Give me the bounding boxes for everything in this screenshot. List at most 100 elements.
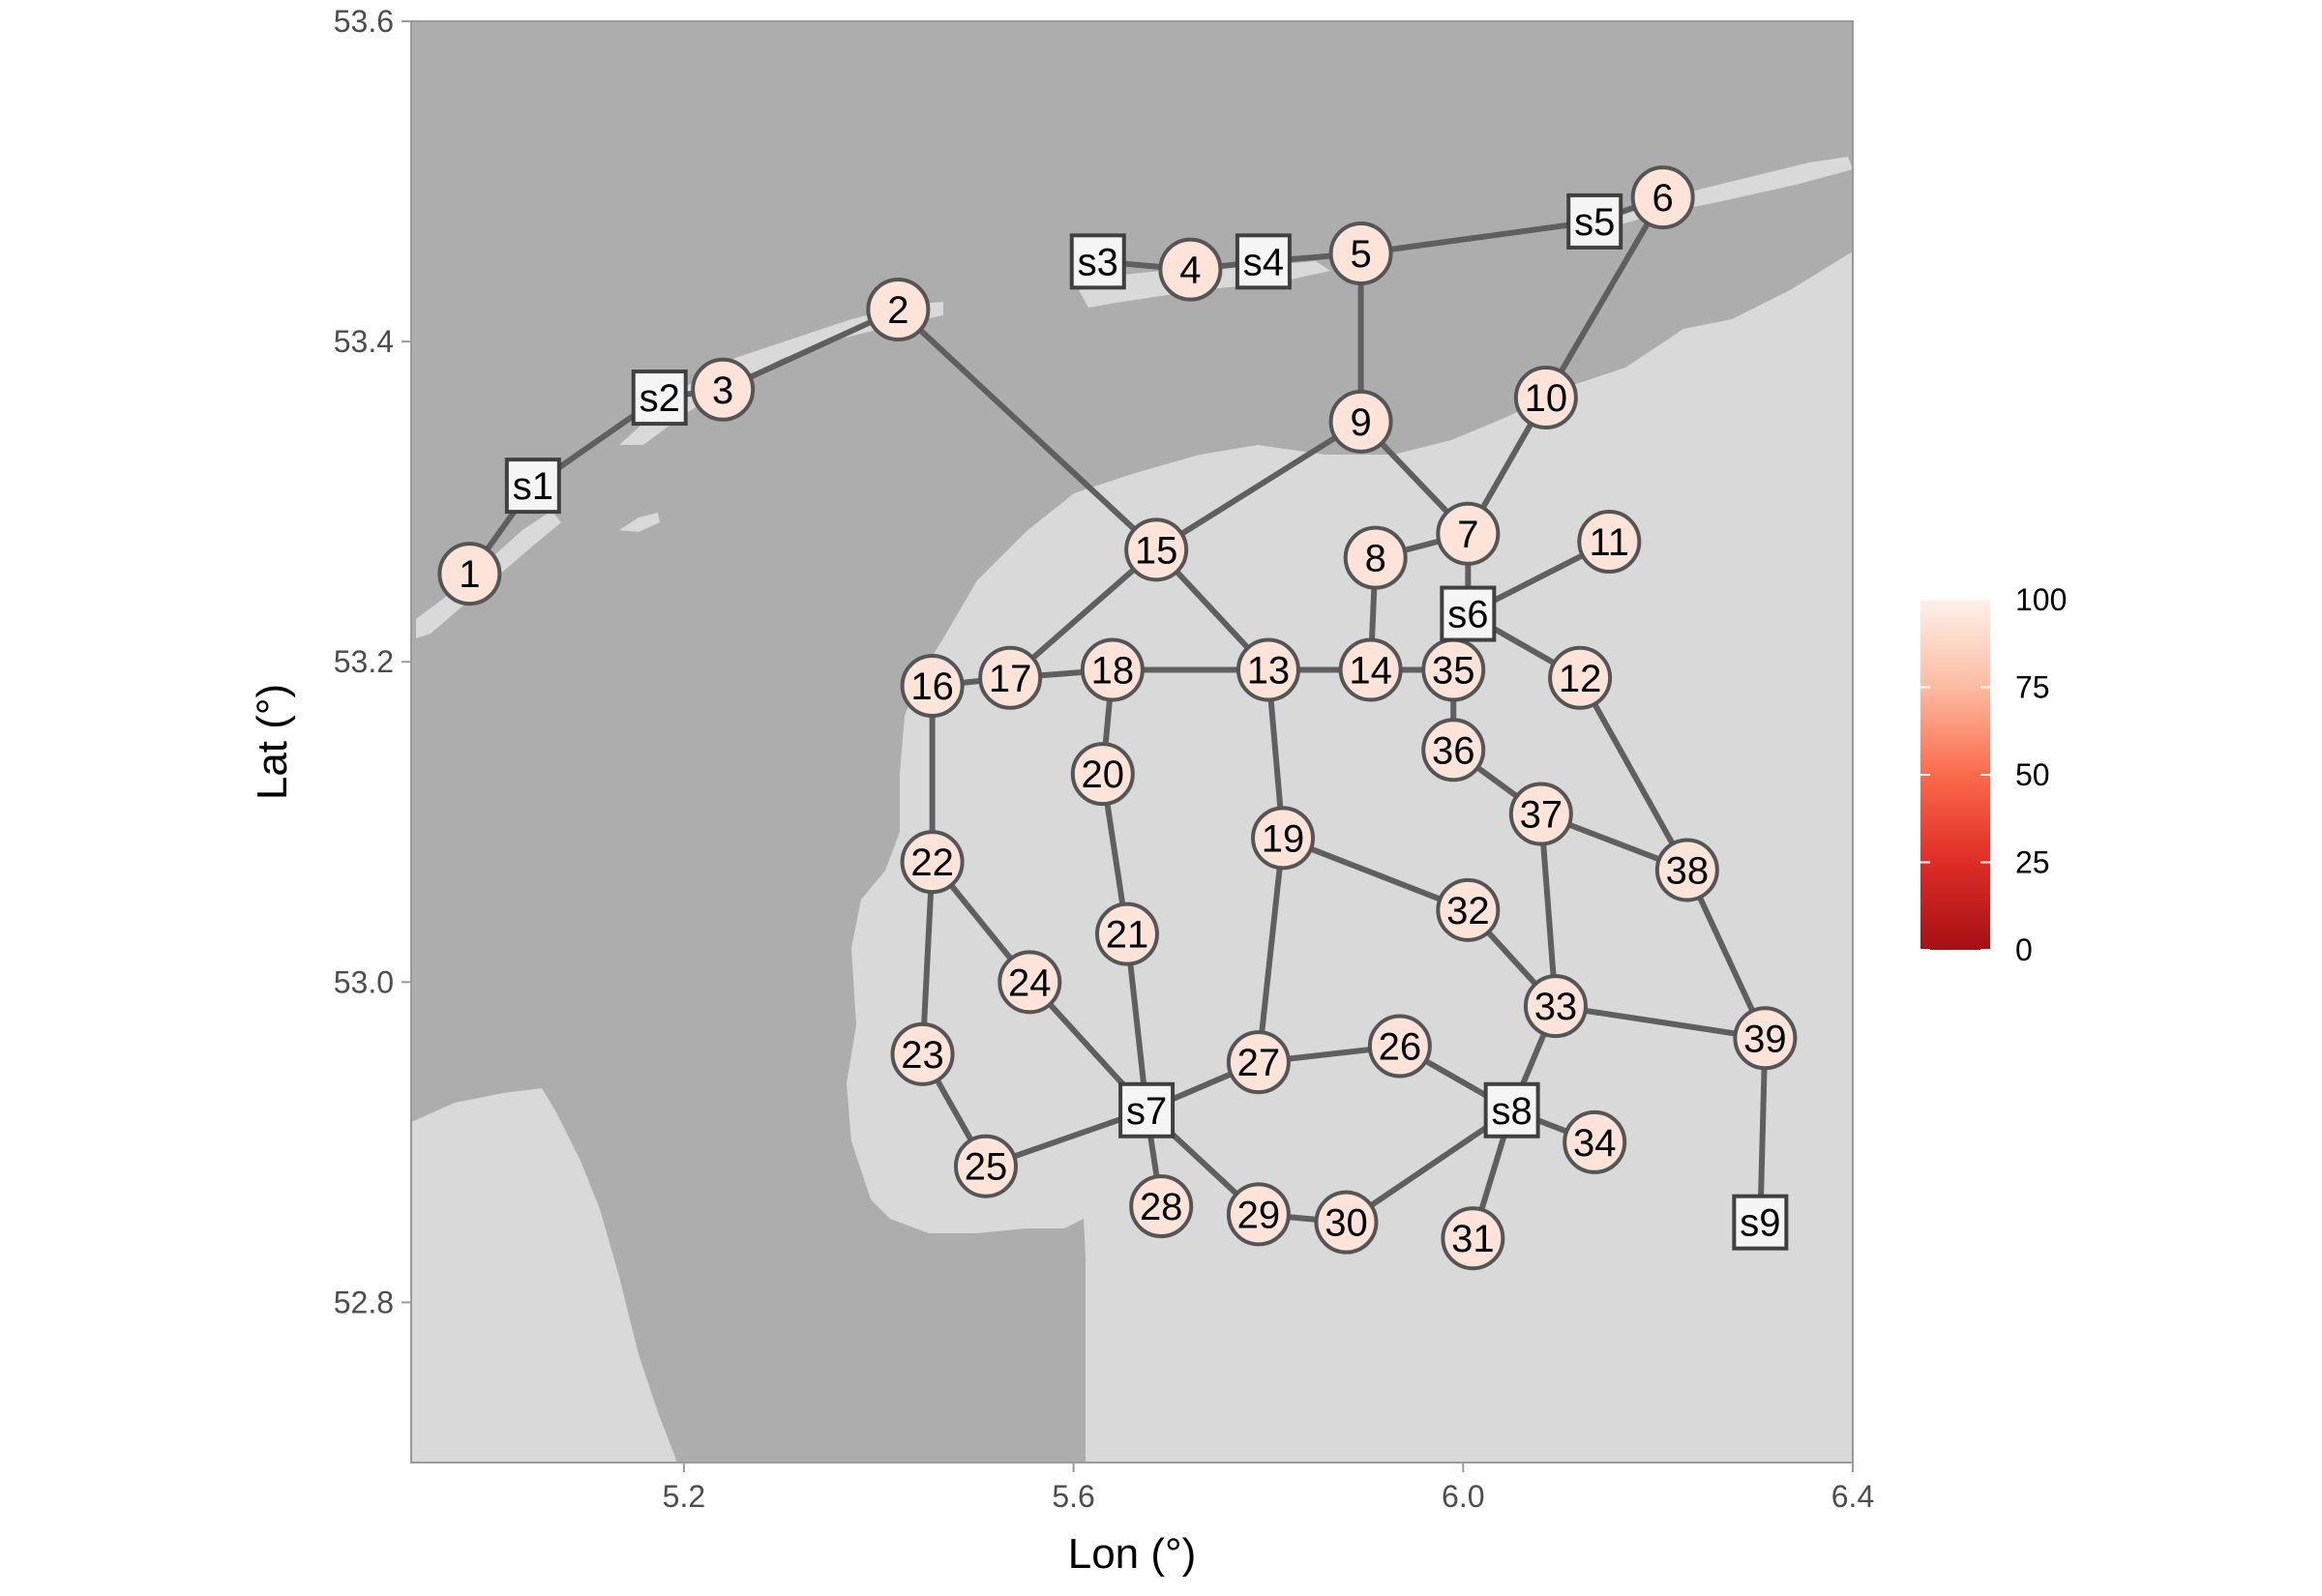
node-label: 15 — [1135, 529, 1178, 572]
node-label: 4 — [1179, 250, 1201, 292]
x-tick-label: 5.6 — [1052, 1479, 1094, 1514]
node-label: 1 — [459, 553, 480, 596]
x-axis: 5.2 5.6 6.0 6.4 — [663, 1463, 1874, 1514]
node-marker — [1251, 806, 1316, 871]
node-marker — [1630, 165, 1695, 230]
node-marker — [691, 357, 756, 422]
y-tick-label: 53.2 — [334, 644, 394, 679]
node-30: 30 — [1314, 1190, 1379, 1255]
node-marker — [1328, 389, 1393, 454]
node-marker — [1548, 645, 1613, 710]
node-label: 29 — [1237, 1194, 1281, 1236]
node-marker — [1421, 718, 1486, 783]
station-s5: s5 — [1566, 192, 1623, 250]
node-label: 3 — [712, 369, 733, 412]
node-marker — [1436, 501, 1501, 566]
node-label: 16 — [910, 665, 954, 708]
node-22: 22 — [900, 830, 965, 895]
node-marker — [1436, 877, 1501, 942]
node-marker — [900, 654, 965, 719]
node-7: 7 — [1436, 501, 1501, 566]
node-27: 27 — [1226, 1030, 1291, 1095]
node-marker — [1070, 742, 1135, 807]
edge-22-23 — [919, 859, 936, 1057]
node-marker — [1563, 1109, 1627, 1174]
node-6: 6 — [1630, 165, 1695, 230]
node-label: 7 — [1457, 514, 1478, 556]
node-label: 12 — [1559, 658, 1602, 700]
node-label: 13 — [1247, 650, 1291, 693]
node-26: 26 — [1367, 1014, 1432, 1079]
node-label: 39 — [1743, 1018, 1787, 1060]
node-label: 5 — [1350, 233, 1371, 276]
node-label: 31 — [1451, 1218, 1495, 1260]
colorbar-label: 75 — [2015, 670, 2050, 705]
station-s1: s1 — [504, 458, 561, 515]
north-holland-land — [411, 1088, 677, 1463]
node-marker — [1328, 222, 1393, 286]
node-label: 37 — [1520, 794, 1563, 837]
node-label: 17 — [989, 658, 1032, 700]
node-8: 8 — [1343, 525, 1408, 590]
node-label: 38 — [1666, 849, 1710, 892]
node-label: 8 — [1365, 538, 1386, 580]
panel-border — [410, 20, 1854, 1463]
node-marker — [997, 950, 1062, 1015]
node-label: 2 — [887, 289, 908, 332]
node-1: 1 — [437, 542, 502, 606]
node-37: 37 — [1508, 782, 1573, 846]
node-label: s9 — [1740, 1202, 1780, 1245]
node-marker — [1094, 901, 1159, 966]
node-label: s5 — [1574, 201, 1615, 244]
y-tick-label: 52.8 — [334, 1285, 394, 1319]
node-marker — [1080, 637, 1145, 702]
node-18: 18 — [1080, 637, 1145, 702]
y-tick-label: 53.0 — [334, 964, 394, 999]
node-marker — [1314, 1190, 1379, 1255]
node-32: 32 — [1436, 877, 1501, 942]
node-label: 6 — [1652, 177, 1674, 220]
station-s8: s8 — [1483, 1081, 1540, 1138]
node-label: 33 — [1534, 986, 1578, 1028]
colorbar-label: 50 — [2015, 757, 2050, 792]
station-marker — [1732, 1194, 1789, 1251]
station-marker — [631, 369, 688, 427]
node-31: 31 — [1441, 1206, 1505, 1271]
node-label: 19 — [1262, 817, 1305, 860]
node-marker — [890, 1021, 955, 1086]
node-28: 28 — [1129, 1174, 1194, 1239]
node-14: 14 — [1338, 637, 1403, 702]
node-label: s8 — [1492, 1090, 1533, 1133]
node-label: 24 — [1008, 961, 1052, 1004]
node-marker — [1367, 1014, 1432, 1079]
node-19: 19 — [1251, 806, 1316, 871]
node-label: 35 — [1432, 650, 1475, 693]
node-2: 2 — [866, 278, 931, 341]
station-marker — [1483, 1081, 1540, 1138]
node-29: 29 — [1226, 1182, 1291, 1247]
x-tick-label: 6.4 — [1831, 1479, 1874, 1514]
colorbar-legend: 100 75 50 25 0 — [1920, 582, 2067, 967]
node-marker — [1158, 237, 1223, 302]
node-label: 11 — [1590, 521, 1630, 564]
node-5: 5 — [1328, 222, 1393, 286]
node-marker — [1523, 974, 1588, 1039]
node-marker — [978, 645, 1043, 710]
colorbar-label: 100 — [2015, 582, 2067, 617]
y-tick-label: 53.6 — [334, 4, 394, 39]
node-15: 15 — [1124, 517, 1189, 582]
station-s9: s9 — [1732, 1194, 1789, 1251]
node-marker — [1577, 510, 1642, 575]
node-label: 22 — [910, 842, 954, 884]
node-3: 3 — [691, 357, 756, 422]
node-marker — [1129, 1174, 1194, 1239]
edge-37-33 — [1537, 811, 1559, 1010]
node-label: s1 — [513, 465, 553, 508]
station-marker — [1566, 192, 1623, 250]
y-tick-label: 53.4 — [334, 324, 394, 359]
node-12: 12 — [1548, 645, 1613, 710]
edge-3-2 — [720, 307, 902, 393]
node-label: 28 — [1140, 1186, 1183, 1228]
node-label: 23 — [901, 1034, 944, 1077]
node-25: 25 — [953, 1134, 1018, 1198]
